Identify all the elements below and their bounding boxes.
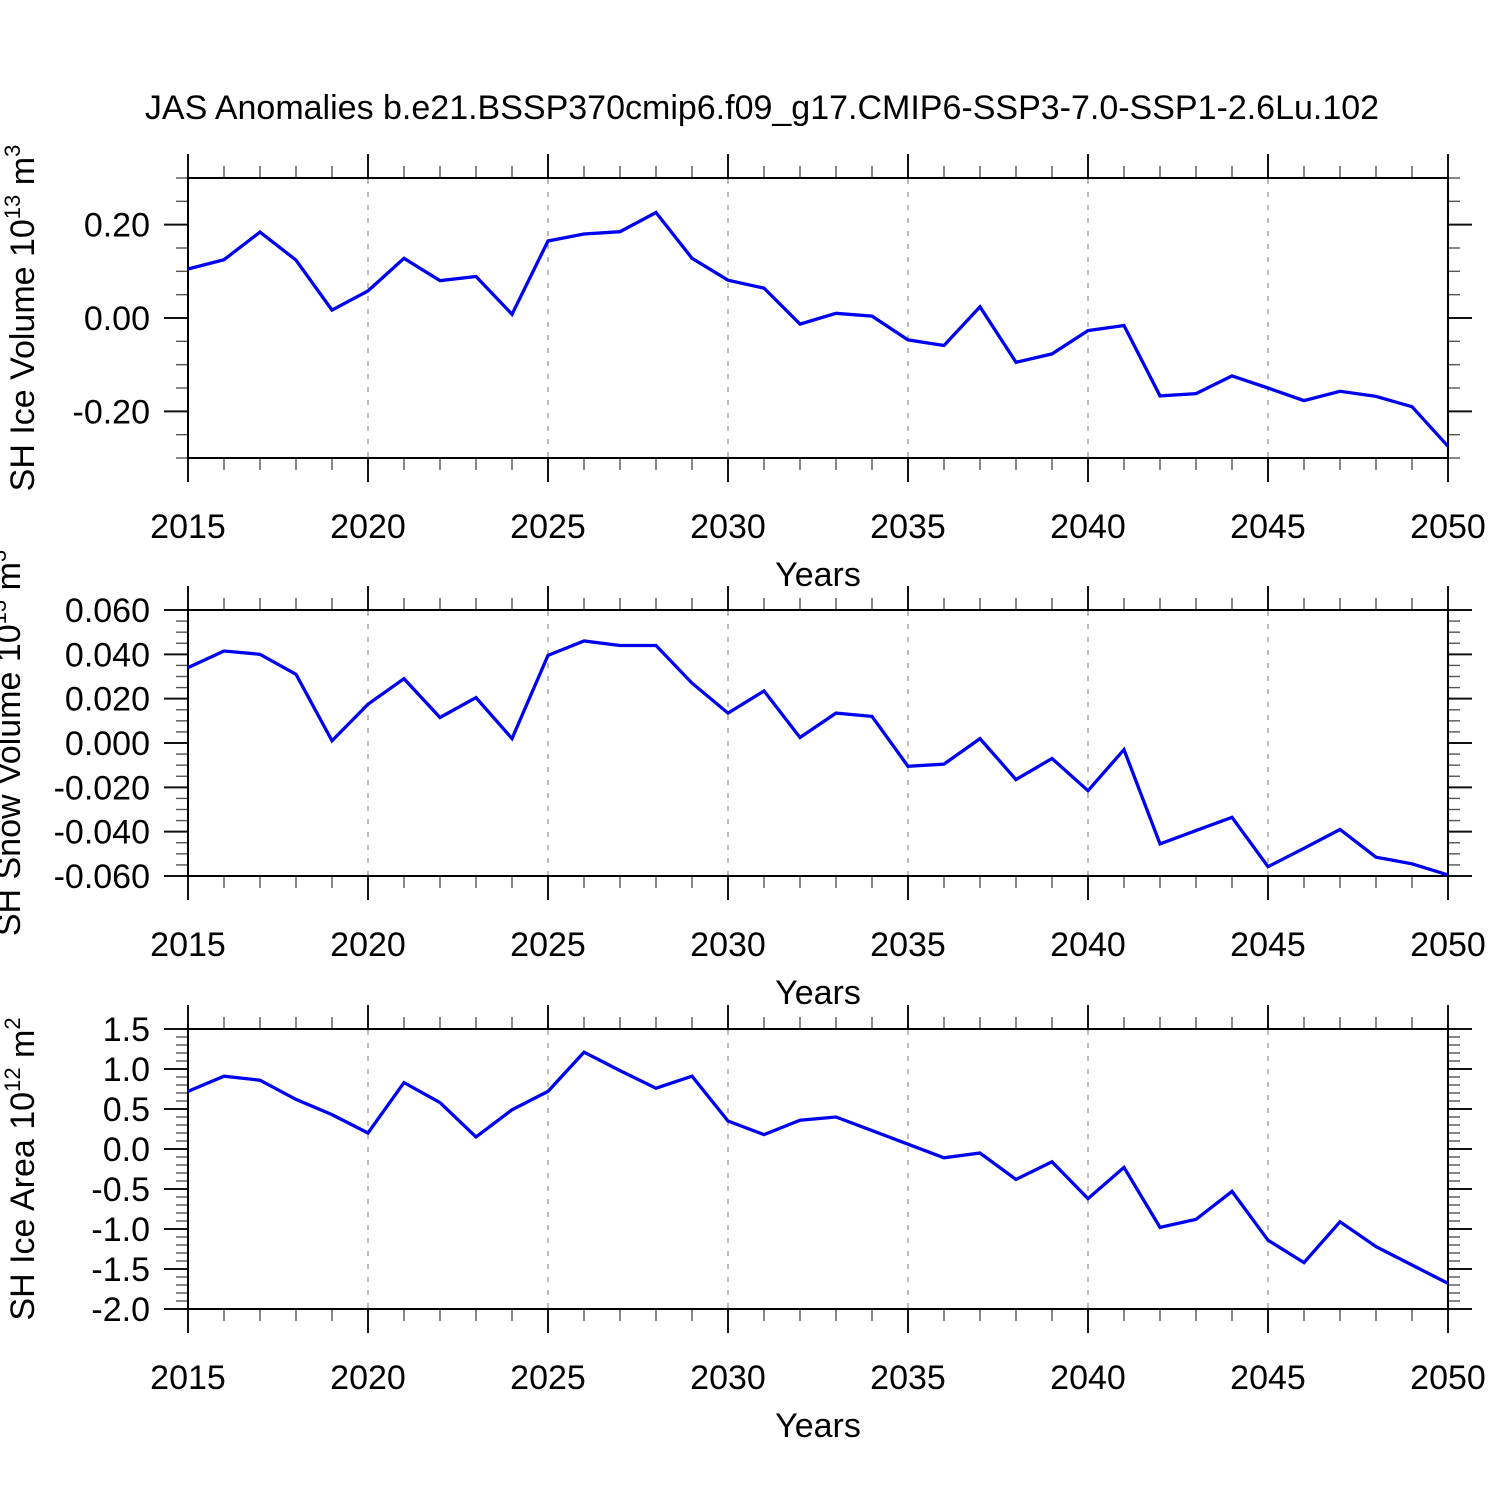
y-tick-label: -1.5 <box>91 1251 150 1289</box>
plot-frame <box>187 1028 1449 1310</box>
y-tick-label: -0.5 <box>91 1171 150 1209</box>
y-tick-label: -0.020 <box>54 769 150 807</box>
y-tick-label: 0.20 <box>84 207 150 245</box>
x-tick-label: 2035 <box>870 1359 946 1397</box>
x-tick-label: 2020 <box>330 1359 406 1397</box>
x-axis-title: Years <box>775 974 861 1012</box>
y-tick-label: -0.040 <box>54 814 150 852</box>
x-tick-label: 2045 <box>1230 926 1306 964</box>
x-tick-label: 2045 <box>1230 508 1306 546</box>
y-tick-label: 0.0 <box>103 1131 150 1169</box>
x-tick-label: 2035 <box>870 926 946 964</box>
x-tick-label: 2040 <box>1050 508 1126 546</box>
y-tick-label: 1.0 <box>103 1051 150 1089</box>
y-axis-title: SH Ice Area 1012 m2 <box>0 1017 42 1320</box>
panel-sh-snow-volume: 0.0600.0400.0200.000-0.020-0.040-0.06020… <box>0 550 1486 1012</box>
y-tick-label: 0.060 <box>65 592 150 630</box>
data-line-sh-ice-area <box>187 1050 1449 1285</box>
x-tick-label: 2045 <box>1230 1359 1306 1397</box>
x-tick-label: 2035 <box>870 508 946 546</box>
y-tick-label: 0.000 <box>65 725 150 763</box>
x-tick-label: 2050 <box>1410 926 1486 964</box>
plot-frame <box>187 177 1449 459</box>
page-title: JAS Anomalies b.e21.BSSP370cmip6.f09_g17… <box>145 89 1379 127</box>
x-tick-label: 2030 <box>690 508 766 546</box>
data-line-sh-ice-volume <box>187 210 1450 448</box>
y-tick-label: -2.0 <box>91 1291 150 1329</box>
y-tick-label: -0.060 <box>54 858 150 896</box>
x-tick-label: 2040 <box>1050 1359 1126 1397</box>
plot-frame <box>187 609 1449 877</box>
x-axis-title: Years <box>775 1407 861 1445</box>
data-line-sh-snow-volume <box>187 639 1449 877</box>
y-tick-label: 0.5 <box>103 1091 150 1129</box>
panel-sh-ice-volume: 0.20 0.00 -0.20 2015 2020 2025 2030 2035 2040 204… <box>0 145 1486 594</box>
x-tick-label: 2020 <box>330 926 406 964</box>
y-tick-label: 0.040 <box>65 636 150 674</box>
y-tick-label: -0.20 <box>73 393 151 431</box>
x-tick-label: 2015 <box>150 926 226 964</box>
x-tick-label: 2050 <box>1410 508 1486 546</box>
x-tick-label: 2030 <box>690 926 766 964</box>
x-tick-label: 2040 <box>1050 926 1126 964</box>
x-tick-label: 2015 <box>150 508 226 546</box>
x-tick-label: 2025 <box>510 508 586 546</box>
y-tick-label: 0.00 <box>84 300 150 338</box>
x-axis-title: Years <box>775 556 861 594</box>
panels-group: 0.20 0.00 -0.20 2015 2020 2025 2030 2035 2040 204… <box>0 145 1486 1445</box>
x-tick-label: 2015 <box>150 1359 226 1397</box>
x-tick-label: 2030 <box>690 1359 766 1397</box>
y-axis-title: SH Snow Volume 1013 m3 <box>0 550 28 936</box>
y-axis-title: SH Ice Volume 1013 m3 <box>0 145 42 492</box>
y-tick-label: -1.0 <box>91 1211 150 1249</box>
y-tick-label: 1.5 <box>103 1011 150 1049</box>
x-tick-label: 2050 <box>1410 1359 1486 1397</box>
x-tick-label: 2025 <box>510 926 586 964</box>
x-tick-label: 2025 <box>510 1359 586 1397</box>
y-tick-label: 0.020 <box>65 681 150 719</box>
x-tick-label: 2020 <box>330 508 406 546</box>
